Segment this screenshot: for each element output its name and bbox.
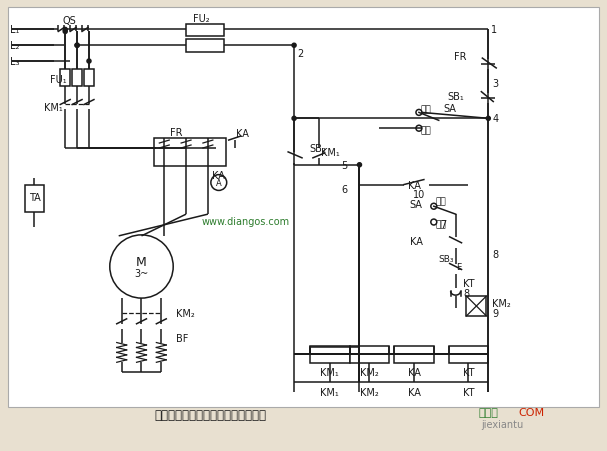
Text: KA: KA xyxy=(212,170,225,180)
Bar xyxy=(154,139,226,166)
Bar xyxy=(24,185,44,213)
Bar xyxy=(84,70,94,87)
Text: TA: TA xyxy=(29,193,40,203)
Text: SB₃: SB₃ xyxy=(439,254,454,263)
Text: KA: KA xyxy=(407,387,421,397)
Text: KT: KT xyxy=(463,387,474,397)
Text: 3~: 3~ xyxy=(134,269,149,279)
Text: 3: 3 xyxy=(492,78,498,88)
Bar xyxy=(394,346,434,364)
Text: FU₂: FU₂ xyxy=(192,14,209,23)
Text: KA: KA xyxy=(410,236,422,246)
Text: 1: 1 xyxy=(491,25,497,35)
Bar xyxy=(186,40,224,53)
Text: L₃: L₃ xyxy=(10,57,19,67)
Text: SA: SA xyxy=(410,200,422,210)
Text: KA: KA xyxy=(407,180,421,190)
Bar xyxy=(60,70,70,87)
Text: 自动: 自动 xyxy=(421,105,432,114)
Text: www.diangos.com: www.diangos.com xyxy=(202,216,290,226)
Text: KM₁: KM₁ xyxy=(320,368,339,377)
Text: KM₁: KM₁ xyxy=(321,147,339,157)
Text: 9: 9 xyxy=(492,308,498,318)
Text: FU₁: FU₁ xyxy=(50,75,67,85)
Circle shape xyxy=(63,30,67,34)
Text: KM₁: KM₁ xyxy=(320,387,339,397)
Text: L₂: L₂ xyxy=(10,41,19,51)
Circle shape xyxy=(75,44,79,48)
Text: KM₂: KM₂ xyxy=(360,387,379,397)
Text: 6: 6 xyxy=(342,185,348,195)
Bar xyxy=(449,346,488,364)
Text: KA: KA xyxy=(407,368,421,377)
Text: 5: 5 xyxy=(342,161,348,170)
Circle shape xyxy=(358,163,361,167)
Text: L₁: L₁ xyxy=(10,25,19,35)
Text: KM₂: KM₂ xyxy=(360,368,379,377)
Circle shape xyxy=(292,117,296,121)
Text: SB₁: SB₁ xyxy=(448,92,464,101)
Text: 自动: 自动 xyxy=(436,198,447,207)
Text: jiexiantu: jiexiantu xyxy=(481,419,524,428)
Text: FR: FR xyxy=(170,128,183,138)
Text: 2: 2 xyxy=(297,49,304,59)
Text: COM: COM xyxy=(518,407,544,417)
Bar xyxy=(467,296,486,316)
Text: 10: 10 xyxy=(413,190,425,200)
Text: KA: KA xyxy=(236,129,248,139)
Text: E: E xyxy=(456,262,461,272)
Text: FR: FR xyxy=(454,52,467,62)
Text: KM₁: KM₁ xyxy=(44,103,63,113)
Text: KT: KT xyxy=(463,368,474,377)
Text: 手动: 手动 xyxy=(436,220,447,229)
Text: 8: 8 xyxy=(464,289,470,299)
Bar xyxy=(72,70,82,87)
Text: 4: 4 xyxy=(492,114,498,124)
Circle shape xyxy=(63,28,67,32)
Circle shape xyxy=(486,117,490,121)
Text: QS: QS xyxy=(63,15,76,26)
Text: A: A xyxy=(216,179,222,188)
Text: 8: 8 xyxy=(492,249,498,259)
Text: 接线图: 接线图 xyxy=(478,407,498,417)
Text: SA: SA xyxy=(444,104,456,114)
Text: BF: BF xyxy=(176,333,189,343)
Text: 手动: 手动 xyxy=(421,126,432,135)
Text: 转子串接频敏变阻器的启动控制线路: 转子串接频敏变阻器的启动控制线路 xyxy=(155,408,267,421)
Text: KT: KT xyxy=(463,279,474,289)
Text: KM₂: KM₂ xyxy=(492,299,511,308)
Circle shape xyxy=(75,44,79,48)
Bar xyxy=(186,24,224,37)
Bar xyxy=(310,346,350,364)
Text: KM₂: KM₂ xyxy=(176,308,195,318)
Text: M: M xyxy=(136,255,147,268)
Text: SB₂: SB₂ xyxy=(309,143,326,154)
Circle shape xyxy=(292,44,296,48)
Bar xyxy=(350,346,389,364)
Circle shape xyxy=(87,60,91,64)
Bar xyxy=(8,8,599,407)
Text: 7: 7 xyxy=(441,220,447,230)
